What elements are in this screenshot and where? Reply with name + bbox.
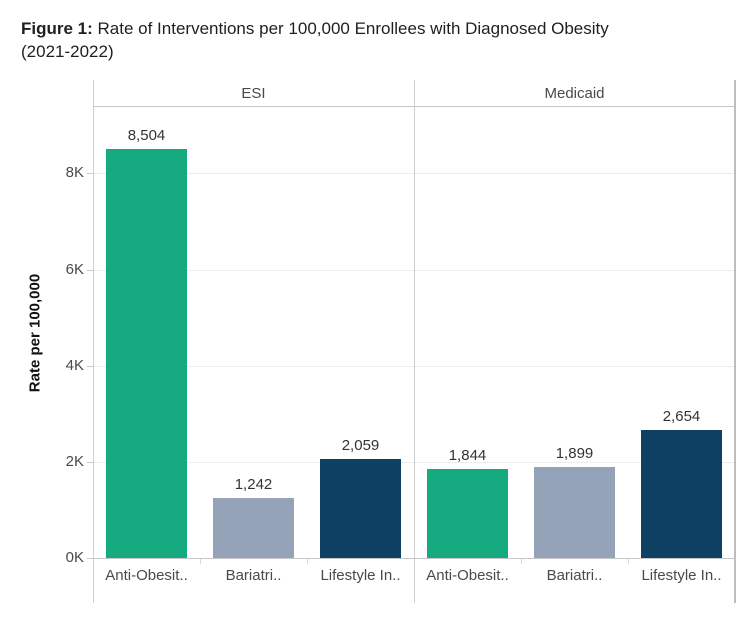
x-category-label: Lifestyle In.. <box>320 567 401 584</box>
y-tick-label: 6K <box>65 260 84 278</box>
category-separator <box>628 559 629 564</box>
bar-value-label: 1,242 <box>234 476 273 493</box>
y-tick-mark <box>87 558 93 559</box>
x-category-label: Lifestyle In.. <box>641 567 722 584</box>
y-tick-label: 4K <box>65 356 84 374</box>
bar-value-label: 8,504 <box>127 127 166 144</box>
bar <box>534 467 615 558</box>
bar <box>427 469 508 558</box>
figure-title: Figure 1: Rate of Interventions per 100,… <box>21 17 727 63</box>
figure-title-text: Rate of Interventions per 100,000 Enroll… <box>92 19 609 38</box>
bar-value-label: 2,654 <box>662 408 701 425</box>
category-separator <box>307 559 308 564</box>
y-tick-mark <box>87 269 93 271</box>
figure-title-line1: Figure 1: Rate of Interventions per 100,… <box>21 17 727 40</box>
bar-value-label: 2,059 <box>341 437 380 454</box>
bar <box>320 459 401 558</box>
x-category-label: Anti-Obesit.. <box>426 567 509 584</box>
panel-divider <box>414 80 415 603</box>
x-category-label: Bariatri.. <box>225 567 282 584</box>
y-tick-mark <box>87 365 93 367</box>
axis-line-left <box>93 80 94 603</box>
x-category-label: Bariatri.. <box>546 567 603 584</box>
y-tick-mark <box>87 461 93 463</box>
y-tick-label: 8K <box>65 164 84 182</box>
zero-line <box>93 558 735 559</box>
bar <box>106 149 187 558</box>
y-tick-label: 0K <box>65 549 84 566</box>
bar-value-label: 1,899 <box>555 445 594 462</box>
x-category-label: Anti-Obesit.. <box>105 567 188 584</box>
header-bottom-border <box>93 106 735 107</box>
figure-label: Figure 1: <box>21 19 93 38</box>
category-separator <box>200 559 201 564</box>
bar-value-label: 1,844 <box>448 447 487 464</box>
bar <box>641 430 722 558</box>
y-tick-mark <box>87 173 93 175</box>
panel-header: Medicaid <box>544 85 605 102</box>
chart-right-border <box>734 80 736 603</box>
category-separator <box>521 559 522 564</box>
panel-header: ESI <box>241 85 266 102</box>
bar <box>213 498 294 558</box>
figure-title-line2: (2021-2022) <box>21 42 114 61</box>
y-tick-label: 2K <box>65 452 84 470</box>
